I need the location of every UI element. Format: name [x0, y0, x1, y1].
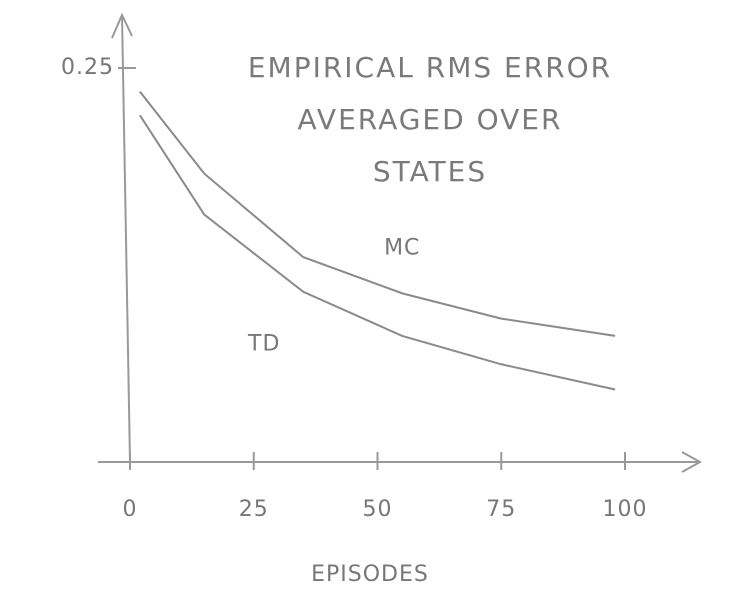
x-axis-label: EPISODES [311, 562, 429, 587]
y-axis [112, 15, 132, 462]
x-axis [98, 452, 700, 472]
x-tick-label: 0 [123, 497, 138, 522]
page: EPISODES 0 25 50 75 100 0.25 MC TD EMPIRICAL RM… [0, 0, 735, 606]
y-tick-label: 0.25 [61, 55, 114, 80]
x-tick-label: 25 [239, 497, 269, 522]
chart-title: EMPIRICAL RMS ERROR AVERAGED OVER STATES [240, 42, 620, 198]
series-label: MC [384, 235, 420, 260]
x-tick-label: 100 [603, 497, 648, 522]
x-tick-label: 50 [363, 497, 393, 522]
x-tick-label: 75 [486, 497, 516, 522]
series-label: TD [247, 332, 280, 357]
